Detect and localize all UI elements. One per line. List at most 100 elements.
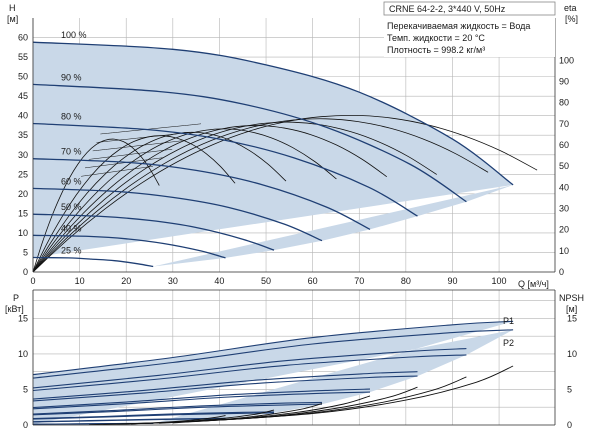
h-tick-label: 0 xyxy=(23,267,28,277)
eta-tick-label: 60 xyxy=(559,140,569,150)
power-p1-curve xyxy=(33,401,323,415)
q-tick-label: 90 xyxy=(447,276,457,286)
speed-curve-label: 70 % xyxy=(61,147,82,157)
power-p2-curve xyxy=(33,403,323,416)
h-tick-label: 40 xyxy=(18,111,28,121)
eta-tick-label: 80 xyxy=(559,98,569,108)
q-tick-label: 70 xyxy=(354,276,364,286)
h-tick-label: 15 xyxy=(18,208,28,218)
q-tick-label: 30 xyxy=(168,276,178,286)
top-axes: 0 5 10 15 20 25 30 35 40 45 50 55 60 0 10 20 30 40 50 60 70 8… xyxy=(18,18,574,286)
power-p2-curve xyxy=(33,418,226,423)
p-axis-title: P xyxy=(13,293,19,303)
eta-tick-label: 0 xyxy=(559,267,564,277)
eta-tick-label: 10 xyxy=(559,246,569,256)
h-tick-label: 25 xyxy=(18,169,28,179)
eta-tick-label: 90 xyxy=(559,77,569,87)
h-tick-label: 35 xyxy=(18,130,28,140)
h-tick-label: 5 xyxy=(23,247,28,257)
speed-curve-label: 40 % xyxy=(61,223,82,233)
speed-curve-label: 80 % xyxy=(61,112,82,122)
power-p1-curve xyxy=(33,371,418,400)
speed-curve xyxy=(33,256,154,268)
power-curves xyxy=(33,320,514,425)
h-tick-label: 10 xyxy=(18,228,28,238)
p-tick-label: 0 xyxy=(23,420,28,430)
temp-label: Темп. жидкости = 20 °C xyxy=(387,33,485,43)
npsh-tick-label: 15 xyxy=(567,313,577,323)
eta-tick-label: 30 xyxy=(559,204,569,214)
model-box: CRNE 64-2-2, 3*440 V, 50Hz xyxy=(383,1,556,16)
h-tick-label: 30 xyxy=(18,150,28,160)
speed-curve-label: 100 % xyxy=(61,30,87,40)
q-tick-label: 80 xyxy=(401,276,411,286)
npsh-axis-unit: [м] xyxy=(566,304,577,314)
speed-curve-label: 50 % xyxy=(61,202,82,212)
speed-curve-label: 60 % xyxy=(61,176,82,186)
eta-axis-title: eta xyxy=(564,3,577,13)
q-axis-title: Q [м³/ч] xyxy=(518,279,549,289)
efficiency-curve xyxy=(33,121,437,272)
iso-efficiency-line xyxy=(81,165,154,177)
q-tick-label: 0 xyxy=(30,276,35,286)
h-axis-title: H xyxy=(9,3,16,13)
power-p2-curve xyxy=(33,354,467,392)
speed-curve xyxy=(33,83,467,203)
medium-info: Перекачиваемая жидкость = Вода Темп. жид… xyxy=(384,17,555,57)
efficiency-curve xyxy=(33,128,337,272)
density-label: Плотность = 998.2 кг/м³ xyxy=(387,45,485,55)
eta-tick-label: 50 xyxy=(559,161,569,171)
efficiency-curve xyxy=(33,125,388,272)
power-p2-curve xyxy=(33,375,418,402)
iso-efficiency-line xyxy=(92,140,182,152)
p-tick-label: 10 xyxy=(18,349,28,359)
operating-region xyxy=(33,42,514,267)
eta-tick-label: 20 xyxy=(559,225,569,235)
speed-curve xyxy=(33,41,514,186)
iso-efficiency-line xyxy=(100,123,202,135)
h-axis-unit: [м] xyxy=(7,14,18,24)
bottom-axes: 0 5 10 15 0 5 10 15 xyxy=(18,289,577,430)
h-tick-label: 20 xyxy=(18,189,28,199)
p-axis-unit: [кВт] xyxy=(5,304,24,314)
p1-label: P1 xyxy=(503,316,514,326)
npsh-tick-label: 5 xyxy=(567,384,572,394)
q-tick-label: 10 xyxy=(75,276,85,286)
eta-tick-label: 100 xyxy=(559,55,574,65)
liquid-label: Перекачиваемая жидкость = Вода xyxy=(387,21,530,31)
eta-tick-label: 70 xyxy=(559,119,569,129)
speed-curve xyxy=(33,187,323,242)
h-tick-label: 45 xyxy=(18,91,28,101)
npsh-tick-label: 0 xyxy=(567,420,572,430)
bottom-plot: 0 5 10 15 0 5 10 15 P [кВт] NPSH [м] P1 P2 xyxy=(5,289,584,430)
p2-label: P2 xyxy=(503,338,514,348)
p-tick-label: 15 xyxy=(18,313,28,323)
speed-curve-label: 25 % xyxy=(61,246,82,256)
iso-efficiency-line xyxy=(88,148,173,160)
power-p2-curve xyxy=(33,329,514,379)
speed-curve xyxy=(33,122,418,217)
top-plot: 100 % 90 % 80 % 70 % 60 % 50 % 40 % 25 % 0 5 10 15… xyxy=(7,1,578,289)
h-tick-label: 50 xyxy=(18,72,28,82)
npsh-axis-title: NPSH xyxy=(559,293,584,303)
efficiency-curve xyxy=(33,131,287,272)
speed-curves xyxy=(33,41,514,268)
q-tick-label: 40 xyxy=(214,276,224,286)
power-p1-curve xyxy=(33,320,514,376)
npsh-curve xyxy=(89,415,226,425)
power-p1-curve xyxy=(33,348,467,389)
speed-curve xyxy=(33,158,371,230)
h-tick-label: 60 xyxy=(18,33,28,43)
efficiency-curves xyxy=(33,114,538,272)
power-p1-curve xyxy=(33,411,275,420)
model-label: CRNE 64-2-2, 3*440 V, 50Hz xyxy=(389,4,506,14)
efficiency-curve xyxy=(33,138,160,272)
q-tick-label: 60 xyxy=(308,276,318,286)
efficiency-curve xyxy=(33,118,489,272)
eta-tick-label: 40 xyxy=(559,182,569,192)
power-p2-curve xyxy=(33,412,275,420)
npsh-curves xyxy=(89,365,514,425)
power-p1-curve xyxy=(33,388,371,409)
q-tick-label: 20 xyxy=(121,276,131,286)
